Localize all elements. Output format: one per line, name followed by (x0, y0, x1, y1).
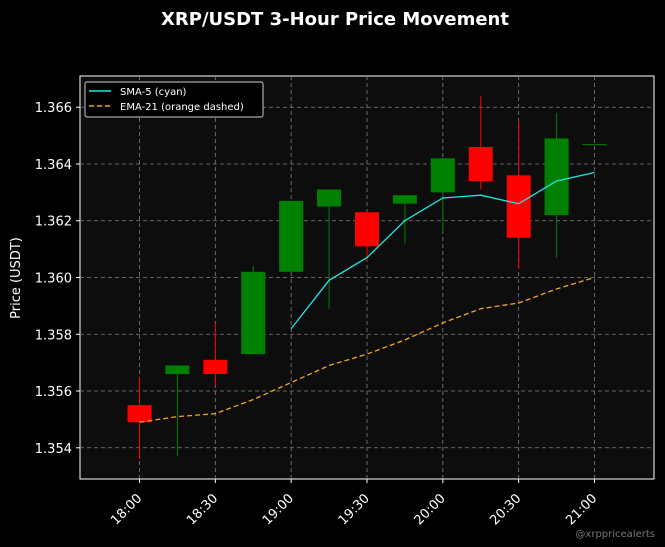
candle-body-up (279, 200, 304, 272)
ema-line (139, 276, 595, 423)
x-tick-label: 20:00 (412, 491, 449, 528)
candle-body-up (241, 271, 266, 355)
x-tick-label: 19:30 (336, 491, 373, 528)
candle-body-up (392, 195, 417, 204)
candle-body-down (355, 212, 379, 247)
indicator-lines (139, 171, 595, 423)
y-tick-label: 1.358 (35, 328, 72, 343)
chart-title: XRP/USDT 3-Hour Price Movement (161, 9, 509, 30)
x-axis: 18:00 18:30 19:00 19:30 20:00 20:30 21:00 (108, 479, 600, 528)
candle-body-down (203, 359, 228, 374)
candles (127, 95, 607, 460)
candle-body-up (430, 158, 455, 193)
y-tick-label: 1.354 (35, 442, 72, 457)
y-tick-label: 1.364 (35, 158, 72, 173)
y-axis-label: Price (USDT) (9, 237, 24, 319)
legend: SMA-5 (cyan) EMA-21 (orange dashed) (84, 81, 264, 118)
y-tick-label: 1.360 (35, 272, 72, 287)
y-tick-label: 1.366 (35, 101, 72, 116)
candle-body-down (127, 405, 152, 423)
x-tick-label: 18:30 (184, 491, 221, 528)
x-tick-label: 19:00 (260, 491, 297, 528)
candle-body-up (582, 144, 607, 146)
candle-body-up (544, 138, 569, 216)
candle-body-down (506, 175, 531, 238)
legend-box (84, 81, 264, 118)
candle-body-up (317, 189, 342, 207)
candle-body-down (468, 146, 493, 182)
y-axis: 1.354 1.356 1.358 1.360 1.362 1.364 1.366 (35, 101, 80, 457)
legend-label-ema: EMA-21 (orange dashed) (120, 102, 244, 113)
legend-label-sma: SMA-5 (cyan) (120, 87, 187, 98)
y-tick-label: 1.362 (35, 215, 72, 230)
x-tick-label: 20:30 (487, 491, 524, 528)
x-tick-label: 21:00 (563, 491, 600, 528)
watermark: @xrppricealerts (575, 529, 655, 540)
grid (80, 76, 654, 479)
y-tick-label: 1.356 (35, 385, 72, 400)
candle-body-up (165, 365, 190, 374)
sma-line (290, 171, 595, 330)
x-tick-label: 18:00 (108, 491, 145, 528)
